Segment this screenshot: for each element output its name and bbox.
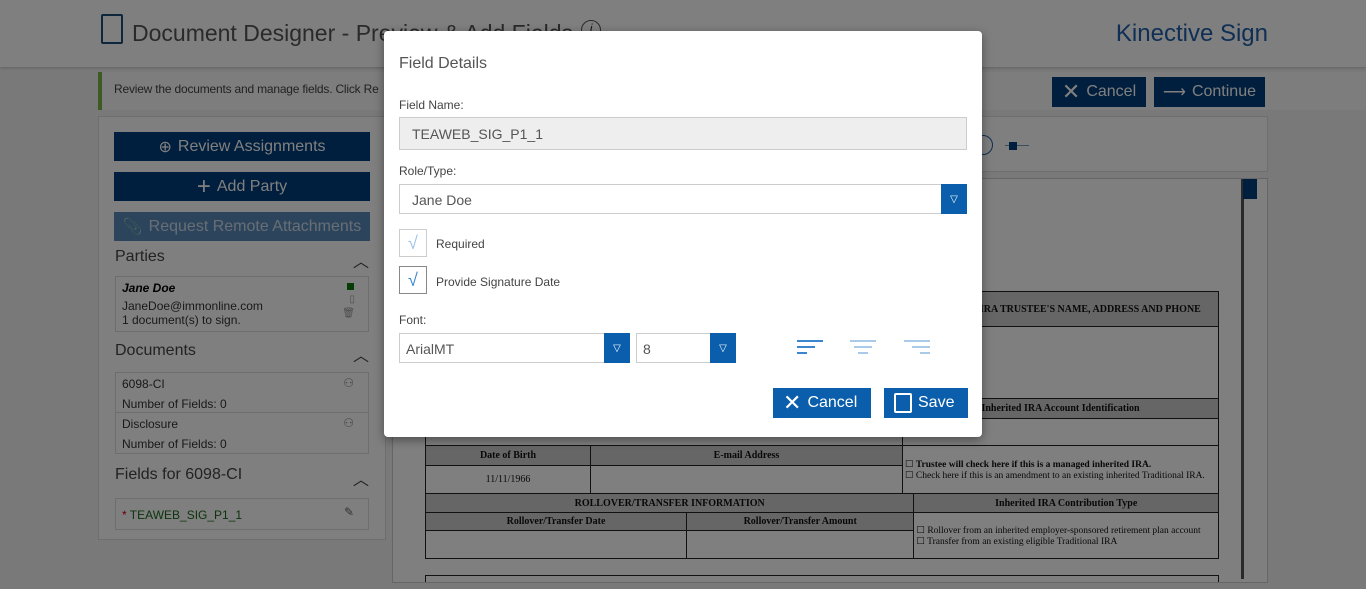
- dialog-cancel-button[interactable]: ✕ Cancel: [773, 388, 871, 418]
- font-select[interactable]: ArialMT ▽: [399, 333, 630, 363]
- align-left-icon[interactable]: [797, 340, 823, 358]
- role-select[interactable]: Jane Doe ▽: [399, 184, 967, 214]
- chevron-down-icon[interactable]: ▽: [710, 333, 736, 363]
- role-label: Role/Type:: [399, 164, 457, 178]
- save-icon: [894, 393, 912, 413]
- signature-date-label: Provide Signature Date: [436, 275, 561, 289]
- align-right-icon[interactable]: [904, 340, 930, 358]
- align-center-icon[interactable]: [850, 340, 876, 358]
- field-name-input[interactable]: TEAWEB_SIG_P1_1: [399, 117, 967, 150]
- dialog-title: Field Details: [399, 55, 488, 72]
- field-details-dialog: Field Details Field Name: TEAWEB_SIG_P1_…: [384, 31, 982, 437]
- required-checkbox[interactable]: √: [399, 229, 427, 257]
- dialog-save-button[interactable]: Save: [884, 388, 968, 418]
- font-size-select[interactable]: 8 ▽: [636, 333, 736, 363]
- field-name-label: Field Name:: [399, 98, 464, 112]
- required-label: Required: [436, 237, 485, 251]
- chevron-down-icon[interactable]: ▽: [604, 333, 630, 363]
- close-icon: ✕: [783, 390, 802, 415]
- signature-date-checkbox[interactable]: √: [399, 266, 427, 294]
- chevron-down-icon[interactable]: ▽: [941, 184, 967, 214]
- font-label: Font:: [399, 313, 427, 327]
